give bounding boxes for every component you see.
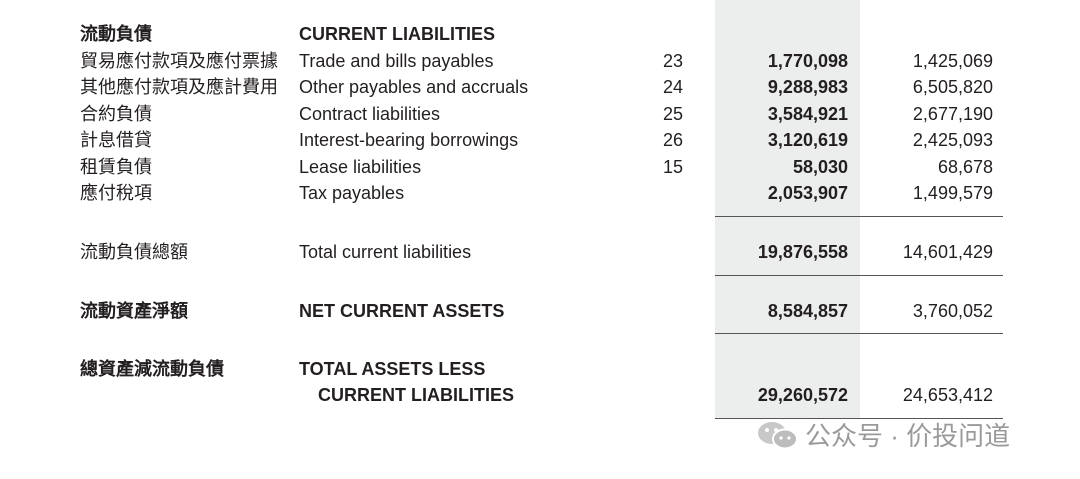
label-zh: 應付稅項 [80, 183, 152, 203]
label-en: Contract liabilities [299, 104, 441, 124]
note: 26 [662, 130, 683, 150]
current-amount: 29,260,572 [757, 385, 848, 405]
label-zh: 租賃負債 [80, 157, 152, 177]
current-amount: 19,876,558 [757, 242, 848, 262]
current-amount: 3,584,921 [767, 104, 848, 124]
prior-amount: 24,653,412 [902, 385, 993, 405]
rule [715, 333, 1003, 334]
label-zh: 計息借貸 [80, 130, 152, 150]
prior-amount: 6,505,820 [912, 77, 993, 97]
prior-amount: 2,677,190 [912, 104, 993, 124]
label-zh: 合約負債 [80, 104, 152, 124]
label-en: CURRENT LIABILITIES [318, 385, 514, 405]
rule [715, 275, 1003, 276]
note: 23 [662, 51, 683, 71]
shaded-column [715, 0, 860, 418]
note: 15 [662, 157, 683, 177]
prior-amount: 14,601,429 [902, 242, 993, 262]
prior-amount: 2,425,093 [912, 130, 993, 150]
label-en: Total current liabilities [299, 242, 472, 262]
label-zh: 總資產減流動負債 [80, 359, 224, 379]
label-en: Lease liabilities [299, 157, 422, 177]
label-en: TOTAL ASSETS LESS [299, 359, 486, 379]
wechat-icon [758, 422, 798, 450]
current-amount: 58,030 [792, 157, 848, 177]
label-en: Tax payables [299, 183, 405, 203]
prior-amount: 68,678 [937, 157, 993, 177]
label-en: Trade and bills payables [299, 51, 494, 71]
label-zh: 流動資產淨額 [80, 301, 188, 321]
prior-amount: 1,499,579 [912, 183, 993, 203]
label-en: NET CURRENT ASSETS [299, 301, 505, 321]
note: 25 [662, 104, 683, 124]
current-amount: 2,053,907 [767, 183, 848, 203]
label-en: Interest-bearing borrowings [299, 130, 519, 150]
prior-amount: 3,760,052 [912, 301, 993, 321]
label-zh: 其他應付款項及應計費用 [80, 77, 278, 97]
current-amount: 9,288,983 [767, 77, 848, 97]
section-zh: 流動負債 [80, 24, 152, 44]
note: 24 [662, 77, 683, 97]
label-zh: 貿易應付款項及應付票據 [80, 51, 278, 71]
current-amount: 8,584,857 [767, 301, 848, 321]
current-amount: 1,770,098 [767, 51, 848, 71]
label-zh: 流動負債總額 [80, 242, 188, 262]
rule [715, 216, 1003, 217]
prior-amount: 1,425,069 [912, 51, 993, 71]
watermark: 公众号 · 价投问道 [805, 421, 1011, 451]
section-en: CURRENT LIABILITIES [299, 24, 495, 44]
label-en: Other payables and accruals [299, 77, 529, 97]
current-amount: 3,120,619 [767, 130, 848, 150]
rule [715, 418, 1003, 419]
